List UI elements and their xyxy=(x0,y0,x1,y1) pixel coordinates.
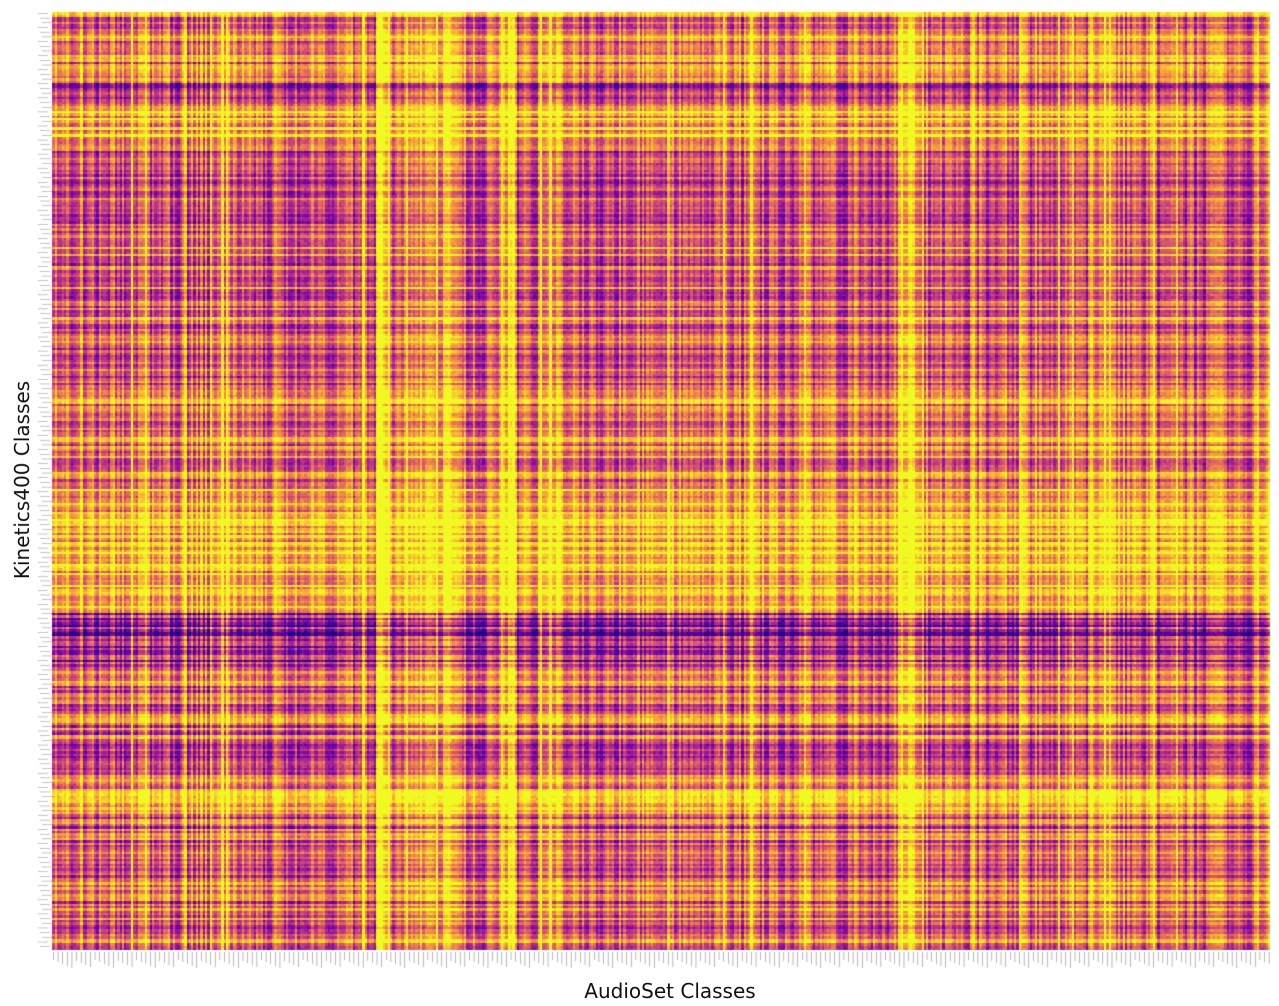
x-axis-label: AudioSet Classes xyxy=(584,979,756,1003)
y-axis-label: Kinetics400 Classes xyxy=(10,380,34,580)
